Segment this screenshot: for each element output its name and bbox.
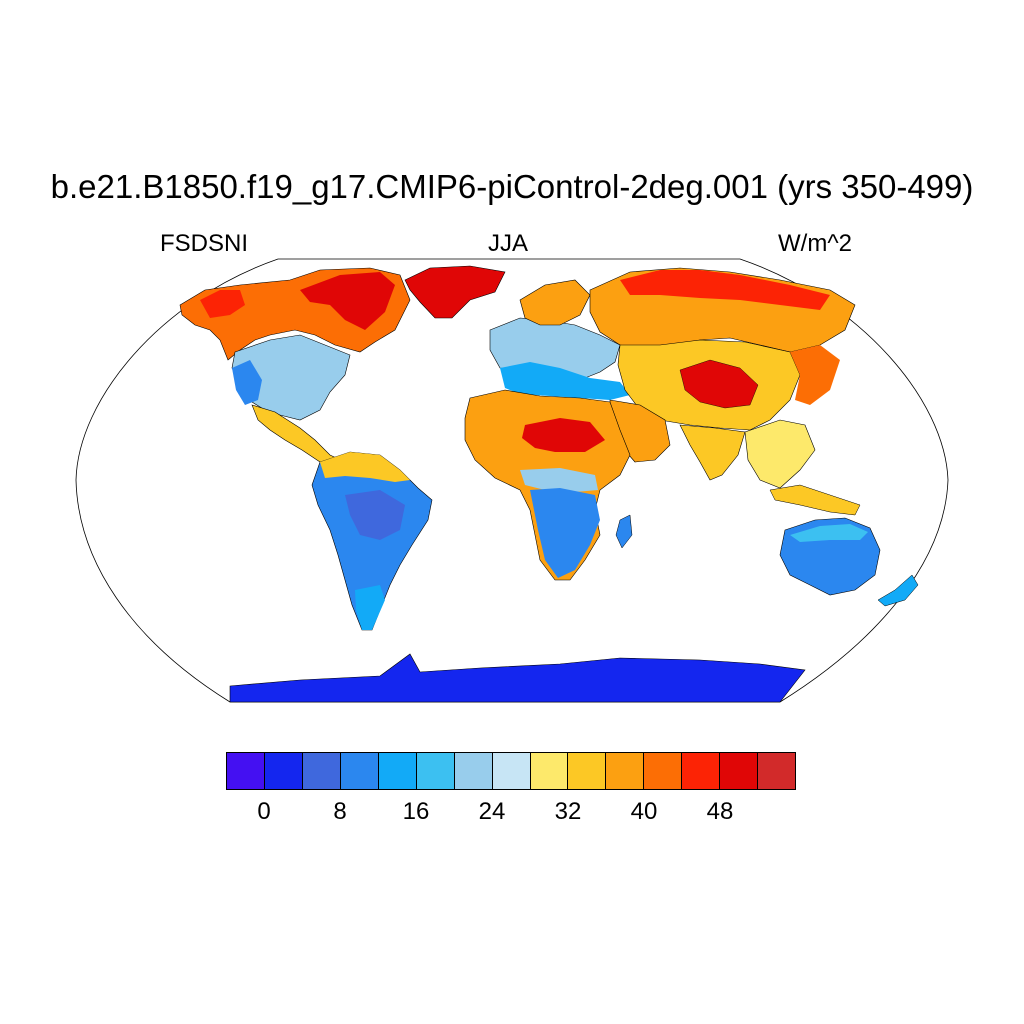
region-se-asia — [744, 419, 816, 489]
colorbar-tick-label: 8 — [333, 798, 347, 825]
plot-title: b.e21.B1850.f19_g17.CMIP6-piControl-2deg… — [50, 168, 974, 205]
colorbar-tick-label: 32 — [554, 798, 582, 825]
region-us-west — [232, 360, 262, 405]
region-madagascar — [615, 514, 633, 549]
region-alaska — [200, 290, 245, 318]
season-label: JJA — [488, 230, 529, 257]
region-greenland — [404, 265, 506, 319]
colorbar-swatch — [302, 753, 341, 789]
colorbar-swatch — [416, 753, 455, 789]
region-new-zealand — [877, 574, 919, 607]
variable-label: FSDSNI — [160, 230, 249, 257]
colorbar-tick-label: 0 — [257, 798, 271, 825]
colorbar-swatch — [720, 753, 759, 789]
region-antarctica — [229, 653, 806, 703]
colorbar-swatch — [644, 753, 683, 789]
colorbar-swatch — [378, 753, 417, 789]
region-indonesia — [769, 484, 861, 516]
region-tibet — [679, 359, 759, 409]
colorbar-swatch — [264, 753, 303, 789]
region-sahara — [522, 418, 605, 452]
region-mediterranean — [500, 362, 630, 400]
units-label: W/m^2 — [778, 230, 852, 257]
colorbar-tick-label: 40 — [630, 798, 658, 825]
colorbar-swatch — [758, 753, 796, 789]
colorbar-swatch — [227, 753, 265, 789]
colorbar — [226, 752, 796, 790]
region-africa-central — [520, 468, 598, 492]
region-arctic-canada — [300, 272, 395, 330]
region-australia-north — [790, 524, 868, 542]
colorbar-swatch — [682, 753, 721, 789]
colorbar-tick-label: 48 — [706, 798, 734, 825]
region-east-asia — [790, 345, 840, 405]
colorbar-tick-label: 16 — [402, 798, 430, 825]
region-africa-south — [530, 488, 600, 578]
region-siberia-north — [620, 270, 830, 310]
colorbar-swatch — [492, 753, 531, 789]
region-scandinavia — [519, 279, 591, 326]
colorbar-swatch — [454, 753, 493, 789]
colorbar-swatch — [606, 753, 645, 789]
region-amazon — [345, 490, 405, 540]
colorbar-swatch — [530, 753, 569, 789]
region-south-america-north — [320, 452, 410, 482]
colorbar-swatch — [568, 753, 607, 789]
region-india — [679, 424, 746, 481]
colorbar-tick-label: 24 — [478, 798, 506, 825]
region-patagonia — [355, 585, 385, 630]
colorbar-swatch — [340, 753, 379, 789]
